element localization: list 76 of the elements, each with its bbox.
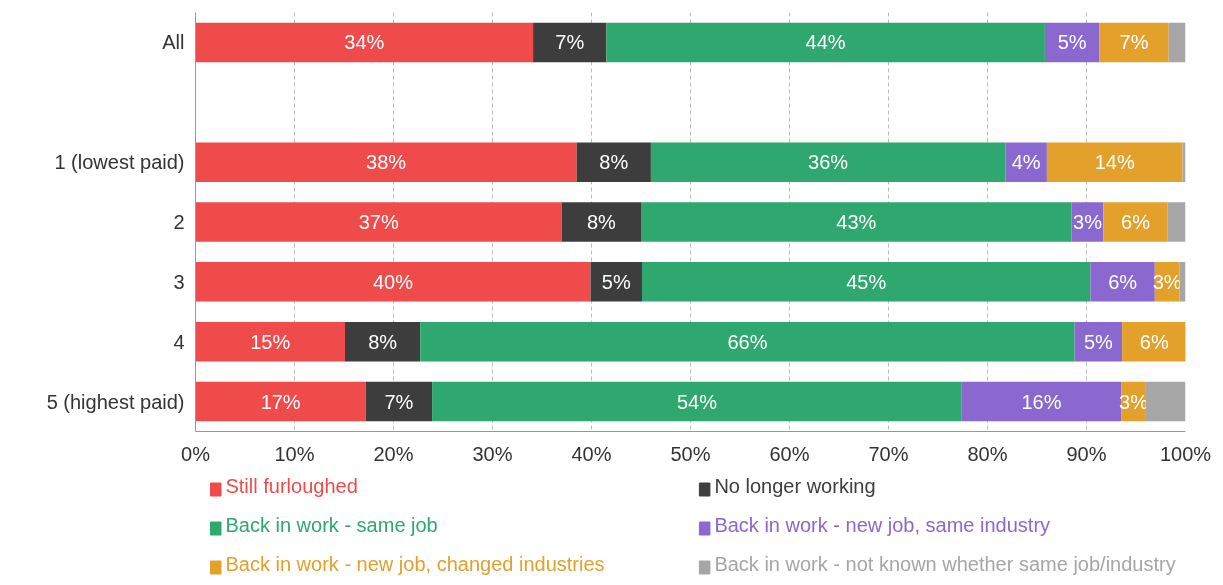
x-tick-label: 90% [1066, 442, 1107, 465]
legend-label: No longer working [714, 474, 876, 497]
data-label: 6% [1121, 211, 1151, 233]
bar [650, 142, 1006, 182]
y-tick-label: 4 [173, 330, 185, 353]
bar [961, 381, 1122, 422]
data-label: 45% [846, 270, 887, 293]
data-label: 40% [372, 270, 414, 293]
x-tick-label: 20% [373, 442, 414, 465]
data-label: 16% [1021, 390, 1062, 413]
bar [561, 202, 641, 242]
data-label: 54% [676, 390, 718, 413]
bar [641, 262, 1091, 302]
legend-label: Back in work - not known whether same job/industry [714, 552, 1176, 575]
bar [195, 381, 366, 422]
x-tick-label: 60% [769, 442, 810, 465]
x-tick-label: 50% [670, 442, 711, 465]
bar [606, 22, 1045, 63]
x-tick-label: 100% [1159, 442, 1212, 465]
x-tick-label: 0% [181, 442, 211, 465]
x-tick-label: 80% [967, 442, 1008, 465]
data-label: 8% [599, 151, 629, 174]
y-tick-label: 2 [173, 211, 185, 233]
y-tick-label: All [162, 31, 185, 54]
x-tick-label: 40% [571, 442, 612, 465]
data-label: 38% [366, 151, 407, 174]
legend-label: Back in work - new job, same industry [714, 513, 1051, 536]
bar [420, 321, 1075, 362]
bar [195, 321, 345, 362]
legend-label: Back in work - new job, changed industries [225, 552, 605, 575]
data-label: 7% [555, 31, 585, 54]
bar [365, 381, 433, 422]
bar [432, 381, 962, 422]
data-label: 8% [368, 330, 398, 353]
data-label: 7% [1119, 31, 1149, 54]
x-tick-label: 70% [868, 442, 909, 465]
y-tick-label: 5 (highest paid) [46, 390, 185, 413]
data-label: 8% [586, 211, 617, 233]
bar [533, 22, 607, 63]
data-label: 66% [727, 330, 768, 353]
bar [1099, 22, 1169, 63]
bar [1167, 202, 1186, 242]
bar [195, 262, 591, 302]
data-label: 44% [805, 31, 846, 54]
data-label: 34% [344, 31, 385, 54]
y-tick-label: 1 (lowest paid) [54, 151, 185, 174]
bar [1145, 381, 1186, 422]
data-label: 3% [1073, 211, 1103, 233]
data-label: 37% [358, 211, 399, 233]
x-tick-label: 30% [472, 442, 513, 465]
legend-label: Back in work - same job [225, 513, 438, 536]
bar [1046, 142, 1183, 182]
data-label: 5% [1083, 330, 1114, 353]
legend-label: Still furloughed [225, 474, 358, 497]
data-label: 4% [1011, 151, 1041, 174]
data-label: 6% [1108, 270, 1138, 293]
bar [195, 202, 562, 242]
data-label: 17% [260, 390, 301, 413]
data-label: 7% [384, 390, 414, 413]
bar [641, 202, 1072, 242]
bar [1168, 22, 1186, 63]
data-label: 6% [1139, 330, 1169, 353]
data-label: 14% [1094, 151, 1135, 174]
bar [1090, 262, 1155, 302]
bar [1103, 202, 1168, 242]
data-label: 5% [1057, 31, 1087, 54]
bar [195, 22, 534, 63]
data-label: 43% [836, 211, 877, 233]
data-label: 15% [250, 330, 291, 353]
x-tick-label: 10% [274, 442, 315, 465]
data-label: 5% [601, 270, 631, 293]
bar [195, 142, 577, 182]
bar [576, 142, 651, 182]
data-label: 36% [808, 151, 849, 174]
bar [344, 321, 421, 362]
y-tick-label: 3 [173, 270, 185, 293]
